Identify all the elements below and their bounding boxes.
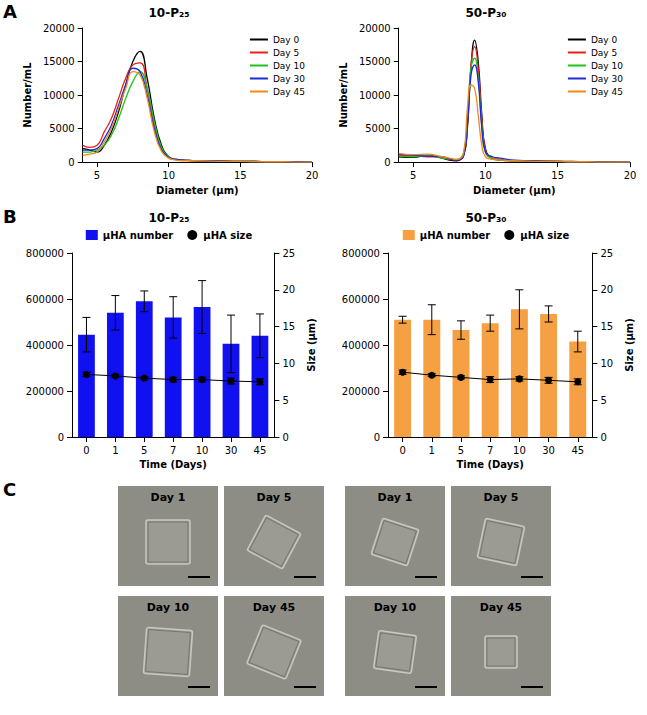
svg-text:Day 30: Day 30 [591,74,623,84]
svg-text:Day 10: Day 10 [273,61,305,71]
svg-text:5: 5 [282,395,288,406]
svg-text:Day 5: Day 5 [591,48,617,58]
svg-text:10: 10 [196,445,209,456]
svg-text:μHA number: μHA number [103,230,174,241]
svg-text:30: 30 [542,445,555,456]
svg-text:50-P₃₀: 50-P₃₀ [466,211,507,225]
svg-text:Day 5: Day 5 [257,491,292,504]
svg-text:Day 10: Day 10 [147,601,190,614]
html-text:B: B [3,206,17,227]
svg-text:0: 0 [374,432,380,443]
svg-text:800000: 800000 [342,248,380,259]
svg-text:30: 30 [225,445,238,456]
svg-text:0: 0 [600,432,606,443]
svg-text:800000: 800000 [26,248,64,259]
svg-text:Day 5: Day 5 [484,491,519,504]
svg-text:1: 1 [429,445,435,456]
svg-text:0: 0 [384,157,390,168]
svg-text:20000: 20000 [43,23,75,34]
svg-text:10: 10 [282,358,295,369]
svg-text:10-P₂₅: 10-P₂₅ [149,6,190,20]
svg-text:Day 1: Day 1 [151,491,186,504]
html-text:C: C [3,479,17,500]
svg-text:Number/mL: Number/mL [338,62,349,128]
svg-text:15: 15 [551,170,564,181]
svg-text:10000: 10000 [359,90,391,101]
svg-text:Day 1: Day 1 [378,491,413,504]
html-text:A: A [3,1,17,22]
svg-text:5: 5 [458,445,464,456]
svg-text:Time (Days): Time (Days) [457,459,524,470]
svg-text:15000: 15000 [43,56,75,67]
svg-text:Diameter (μm): Diameter (μm) [156,185,239,196]
svg-text:5: 5 [410,170,416,181]
svg-text:10: 10 [162,170,175,181]
svg-text:Size (μm): Size (μm) [306,318,317,372]
svg-text:7: 7 [170,445,176,456]
svg-text:5000: 5000 [365,123,390,134]
svg-text:20: 20 [282,284,295,295]
svg-text:25: 25 [600,248,613,259]
svg-text:0: 0 [68,157,74,168]
svg-text:200000: 200000 [342,386,380,397]
svg-text:Number/mL: Number/mL [22,62,33,128]
svg-text:Time (Days): Time (Days) [140,459,207,470]
svg-text:20: 20 [624,170,637,181]
svg-text:10-P₂₅: 10-P₂₅ [149,211,190,225]
svg-text:5: 5 [94,170,100,181]
svg-text:15: 15 [282,321,295,332]
svg-text:Day 45: Day 45 [273,87,305,97]
svg-text:400000: 400000 [342,340,380,351]
svg-text:20: 20 [306,170,319,181]
svg-text:600000: 600000 [342,294,380,305]
svg-text:5000: 5000 [49,123,74,134]
svg-text:Day 0: Day 0 [273,35,300,45]
svg-text:Diameter (μm): Diameter (μm) [473,185,556,196]
svg-text:50-P₃₀: 50-P₃₀ [466,6,507,20]
svg-text:0: 0 [399,445,405,456]
svg-text:Day 10: Day 10 [591,61,623,71]
svg-text:Day 45: Day 45 [591,87,623,97]
svg-text:15: 15 [600,321,613,332]
svg-text:10: 10 [479,170,492,181]
svg-text:0: 0 [58,432,64,443]
svg-text:Day 30: Day 30 [273,74,305,84]
svg-text:Day 10: Day 10 [374,601,417,614]
svg-text:μHA number: μHA number [420,230,491,241]
svg-text:20: 20 [600,284,613,295]
svg-text:20000: 20000 [359,23,391,34]
svg-text:μHA size: μHA size [203,230,252,241]
svg-text:10: 10 [513,445,526,456]
svg-text:7: 7 [487,445,493,456]
svg-text:0: 0 [282,432,288,443]
svg-text:5: 5 [600,395,606,406]
svg-text:5: 5 [141,445,147,456]
svg-text:15: 15 [234,170,247,181]
svg-text:45: 45 [571,445,584,456]
svg-text:400000: 400000 [26,340,64,351]
svg-text:15000: 15000 [359,56,391,67]
svg-text:0: 0 [83,445,89,456]
svg-text:1: 1 [112,445,118,456]
svg-text:Day 5: Day 5 [273,48,299,58]
svg-text:25: 25 [282,248,295,259]
svg-text:Size (μm): Size (μm) [624,318,635,372]
svg-text:Day 0: Day 0 [591,35,618,45]
svg-text:Day 45: Day 45 [253,601,296,614]
svg-text:Day 45: Day 45 [480,601,523,614]
svg-text:200000: 200000 [26,386,64,397]
svg-text:10: 10 [600,358,613,369]
svg-text:45: 45 [254,445,267,456]
svg-text:10000: 10000 [43,90,75,101]
svg-text:600000: 600000 [26,294,64,305]
svg-text:μHA size: μHA size [520,230,569,241]
